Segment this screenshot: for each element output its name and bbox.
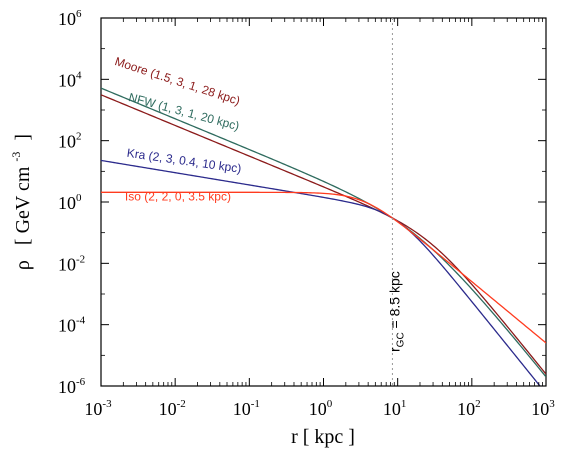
y-tick-label-exp: -6 bbox=[76, 376, 86, 388]
series-labels: Moore (1.5, 3, 1, 28 kpc)NFW (1, 3, 1, 2… bbox=[113, 54, 242, 203]
x-tick-label-base: 10 bbox=[309, 399, 327, 419]
y-tick-label-base: 10 bbox=[58, 193, 76, 213]
x-tick-label-exp: 1 bbox=[401, 398, 407, 410]
y-tick-label-exp: 4 bbox=[76, 69, 82, 81]
series-line-1 bbox=[101, 87, 546, 378]
x-axis-label: r [ kpc ] bbox=[291, 426, 355, 448]
x-tick-label-exp: 0 bbox=[327, 398, 333, 410]
x-tick-label-0: 10-3 bbox=[84, 398, 112, 419]
series-label-3: Iso (2, 2, 0, 3.5 kpc) bbox=[125, 190, 231, 204]
y-tick-label-exp: 0 bbox=[76, 192, 82, 204]
reference-line-group: rGC = 8.5 kpc bbox=[386, 18, 406, 386]
x-tick-label-3: 100 bbox=[309, 398, 333, 419]
x-tick-label-4: 101 bbox=[383, 398, 407, 419]
y-tick-label-5: 104 bbox=[58, 69, 82, 90]
y-tick-label-exp: 6 bbox=[76, 8, 82, 20]
y-tick-label-exp: -2 bbox=[76, 253, 85, 265]
y-tick-label-1: 10-4 bbox=[58, 315, 86, 336]
x-tick-label-base: 10 bbox=[457, 399, 475, 419]
y-axis-label-unit: [ GeV cm bbox=[12, 166, 34, 245]
x-tick-label-exp: 3 bbox=[549, 398, 555, 410]
x-tick-label-base: 10 bbox=[84, 399, 102, 419]
series-line-3 bbox=[101, 191, 546, 344]
x-tick-label-base: 10 bbox=[233, 399, 251, 419]
reference-line-label: rGC = 8.5 kpc bbox=[386, 271, 406, 352]
x-tick-label-exp: 2 bbox=[475, 398, 481, 410]
y-axis-label-symbol: ρ bbox=[12, 260, 34, 270]
y-tick-label-exp: -4 bbox=[76, 315, 86, 327]
x-tick-label-base: 10 bbox=[383, 399, 401, 419]
y-tick-label-base: 10 bbox=[58, 316, 76, 336]
y-tick-label-3: 100 bbox=[58, 192, 82, 213]
x-tick-label-1: 10-2 bbox=[159, 398, 186, 419]
x-tick-label-base: 10 bbox=[531, 399, 549, 419]
y-tick-label-exp: 2 bbox=[76, 131, 82, 143]
y-tick-label-base: 10 bbox=[58, 70, 76, 90]
reference-line-label-rest: = 8.5 kpc bbox=[386, 271, 402, 332]
y-tick-label-base: 10 bbox=[58, 377, 76, 397]
y-tick-label-4: 102 bbox=[58, 131, 82, 152]
x-tick-label-6: 103 bbox=[531, 398, 555, 419]
x-tick-label-exp: -3 bbox=[102, 398, 112, 410]
y-tick-label-0: 10-6 bbox=[58, 376, 86, 397]
y-tick-label-2: 10-2 bbox=[58, 253, 85, 274]
x-tick-label-base: 10 bbox=[159, 399, 177, 419]
y-tick-label-base: 10 bbox=[58, 132, 76, 152]
y-axis-label-exp: -3 bbox=[9, 152, 23, 162]
x-tick-label-exp: -1 bbox=[251, 398, 260, 410]
y-tick-label-6: 106 bbox=[58, 8, 82, 29]
x-axis-ticks: 10-3 10-2 10-1 100 101 102 103 bbox=[84, 18, 555, 419]
y-axis-label: ρ [ GeV cm -3 ] bbox=[3, 134, 34, 270]
x-tick-label-exp: -2 bbox=[177, 398, 186, 410]
x-tick-label-5: 102 bbox=[457, 398, 481, 419]
reference-line-label-main: r bbox=[386, 347, 402, 352]
series-line-2 bbox=[101, 159, 541, 386]
reference-line-label-sub: GC bbox=[395, 332, 406, 347]
x-tick-label-2: 10-1 bbox=[233, 398, 260, 419]
y-tick-label-base: 10 bbox=[58, 9, 76, 29]
series-label-2: Kra (2, 3, 0.4, 10 kpc) bbox=[126, 146, 242, 176]
y-axis-label-close: ] bbox=[12, 134, 34, 141]
y-tick-label-base: 10 bbox=[58, 254, 76, 274]
series-curves bbox=[101, 87, 546, 386]
series-line-0 bbox=[101, 94, 546, 375]
